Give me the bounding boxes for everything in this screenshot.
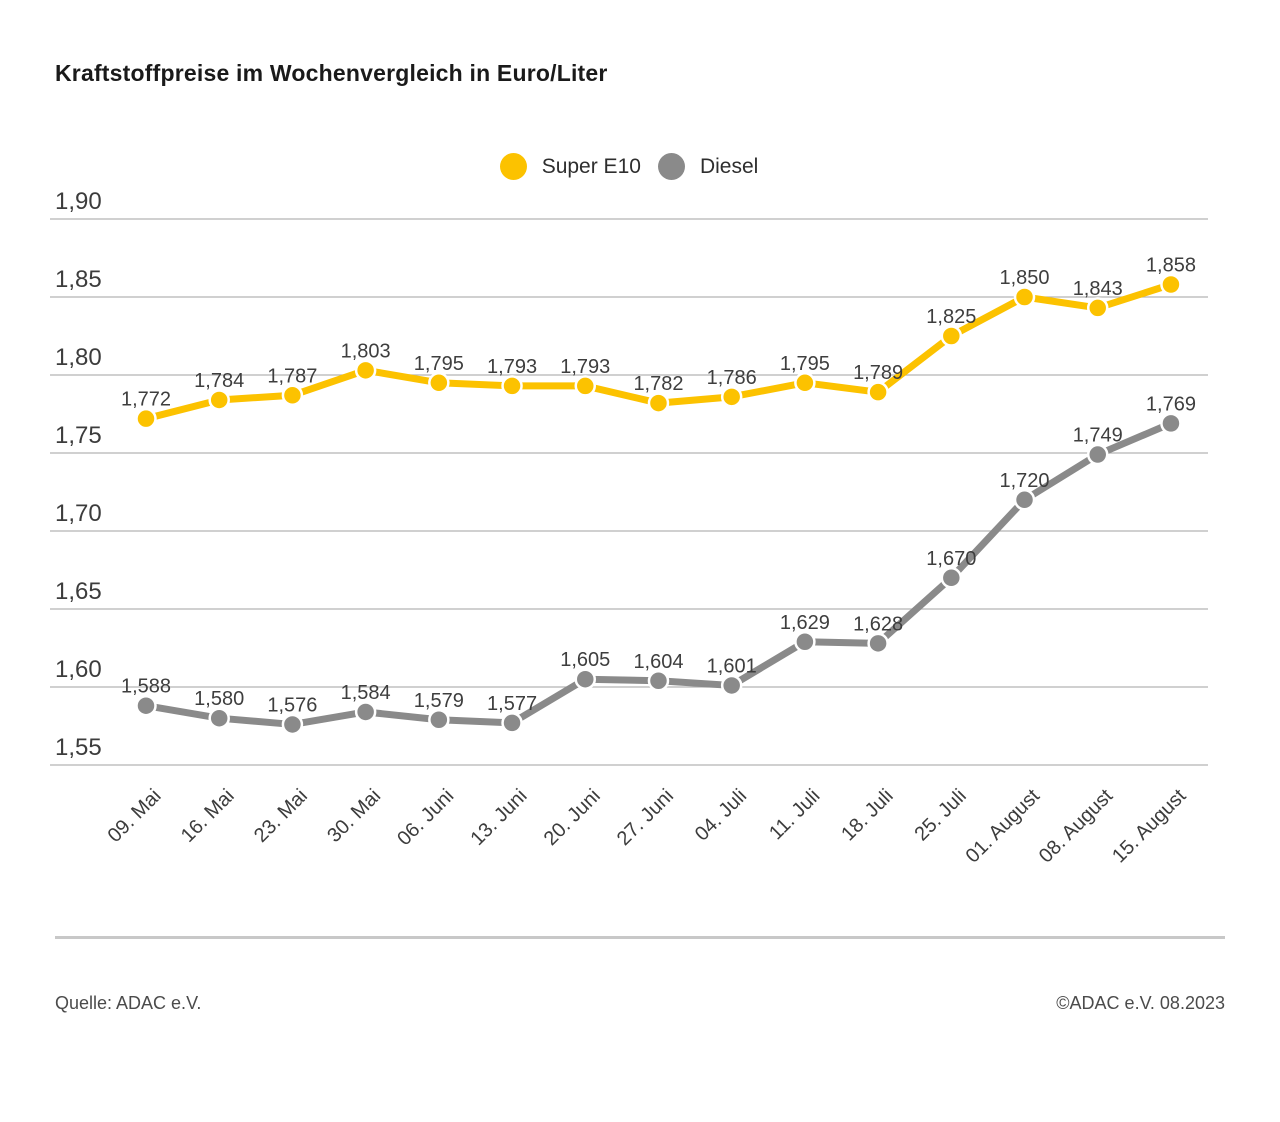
- data-label-super-e10: 1,784: [194, 370, 244, 392]
- data-point-super-e10: [574, 375, 597, 397]
- data-point-super-e10: [1013, 286, 1036, 308]
- y-tick-label: 1,80: [55, 344, 102, 371]
- data-label-super-e10: 1,787: [267, 365, 317, 387]
- y-tick-label: 1,65: [55, 578, 102, 605]
- data-point-diesel: [867, 632, 889, 655]
- data-point-diesel: [794, 631, 816, 653]
- data-point-diesel: [940, 567, 963, 589]
- x-tick-label: 15. August: [1108, 785, 1191, 868]
- data-point-diesel: [354, 701, 377, 723]
- data-point-super-e10: [940, 325, 963, 347]
- footer: Quelle: ADAC e.V. ©ADAC e.V. 08.2023: [55, 993, 1225, 1014]
- x-tick-label: 08. August: [1035, 785, 1118, 868]
- data-label-diesel: 1,670: [926, 548, 976, 570]
- data-label-diesel: 1,588: [121, 676, 171, 698]
- data-point-super-e10: [428, 372, 450, 394]
- data-label-super-e10: 1,795: [780, 353, 830, 375]
- x-tick-label: 18. Juli: [837, 785, 897, 845]
- data-point-super-e10: [135, 407, 157, 430]
- data-point-super-e10: [794, 372, 816, 394]
- x-tick-label: 16. Mai: [177, 785, 239, 847]
- data-label-diesel: 1,604: [633, 651, 683, 673]
- data-label-diesel: 1,584: [341, 682, 391, 704]
- y-tick-label: 1,90: [55, 188, 102, 215]
- legend-label: Super E10: [541, 154, 641, 178]
- data-point-diesel: [1013, 489, 1036, 511]
- x-tick-label: 04. Juli: [691, 785, 751, 845]
- data-label-diesel: 1,579: [414, 690, 464, 712]
- x-tick-label: 06. Juni: [393, 785, 458, 850]
- data-label-diesel: 1,628: [853, 613, 903, 635]
- data-point-diesel: [501, 712, 523, 734]
- data-point-diesel: [720, 674, 743, 697]
- data-label-diesel: 1,629: [780, 612, 830, 634]
- y-tick-label: 1,60: [55, 656, 102, 683]
- y-tick-label: 1,75: [55, 422, 102, 449]
- copyright-note: ©ADAC e.V. 08.2023: [1056, 993, 1225, 1013]
- legend-dot-icon: [657, 153, 685, 180]
- data-point-super-e10: [647, 392, 670, 414]
- footer-divider: [55, 936, 1225, 939]
- data-label-diesel: 1,720: [999, 470, 1049, 492]
- data-label-diesel: 1,577: [487, 693, 537, 715]
- legend-label: Diesel: [699, 154, 759, 178]
- data-point-diesel: [281, 713, 304, 736]
- y-tick-label: 1,85: [55, 266, 102, 293]
- data-point-diesel: [208, 707, 230, 729]
- x-tick-label: 23. Mai: [250, 785, 312, 847]
- data-label-super-e10: 1,858: [1146, 255, 1196, 277]
- x-tick-label: 01. August: [962, 785, 1045, 868]
- data-point-diesel: [574, 668, 597, 690]
- source-note: Quelle: ADAC e.V.: [55, 993, 202, 1013]
- data-point-super-e10: [867, 381, 889, 403]
- data-label-diesel: 1,601: [707, 655, 757, 677]
- x-tick-label: 13. Juni: [466, 785, 531, 850]
- data-label-super-e10: 1,793: [487, 356, 537, 378]
- data-point-super-e10: [501, 375, 523, 397]
- data-label-super-e10: 1,782: [633, 373, 683, 395]
- data-label-diesel: 1,749: [1073, 425, 1123, 447]
- data-label-super-e10: 1,803: [341, 340, 391, 362]
- data-point-super-e10: [1086, 297, 1109, 319]
- data-label-super-e10: 1,825: [926, 306, 976, 328]
- data-label-super-e10: 1,850: [999, 267, 1049, 289]
- data-point-super-e10: [281, 384, 304, 407]
- y-tick-label: 1,55: [55, 734, 102, 761]
- data-point-super-e10: [208, 389, 230, 411]
- data-point-super-e10: [720, 386, 743, 408]
- legend-entry-super-e10: Super E10: [499, 153, 641, 180]
- legend: Super E10 Diesel: [50, 153, 1208, 180]
- x-tick-label: 27. Juni: [613, 785, 678, 850]
- x-tick-label: 25. Juli: [910, 785, 970, 845]
- data-point-diesel: [135, 694, 157, 717]
- chart-title: Kraftstoffpreise im Wochenvergleich in E…: [55, 60, 608, 86]
- data-label-super-e10: 1,793: [560, 356, 610, 378]
- x-tick-label: 11. Juli: [765, 785, 824, 844]
- data-label-super-e10: 1,786: [707, 367, 757, 389]
- data-label-super-e10: 1,843: [1073, 278, 1123, 300]
- y-tick-label: 1,70: [55, 500, 102, 527]
- data-point-super-e10: [354, 359, 377, 382]
- data-label-super-e10: 1,772: [121, 389, 171, 411]
- data-label-diesel: 1,580: [194, 688, 244, 710]
- data-label-diesel: 1,605: [560, 649, 610, 671]
- data-point-super-e10: [1160, 273, 1182, 296]
- x-tick-label: 20. Juni: [540, 785, 605, 850]
- legend-entry-diesel: Diesel: [657, 153, 759, 180]
- data-label-diesel: 1,576: [267, 694, 317, 716]
- data-label-diesel: 1,769: [1146, 393, 1196, 415]
- x-tick-label: 09. Mai: [104, 785, 166, 847]
- data-point-diesel: [1160, 412, 1182, 435]
- data-point-diesel: [647, 670, 670, 692]
- data-point-diesel: [1086, 443, 1109, 466]
- data-point-diesel: [428, 709, 450, 731]
- x-tick-label: 30. Mai: [323, 785, 385, 847]
- data-label-super-e10: 1,789: [853, 362, 903, 384]
- data-label-super-e10: 1,795: [414, 353, 464, 375]
- legend-dot-icon: [499, 153, 527, 180]
